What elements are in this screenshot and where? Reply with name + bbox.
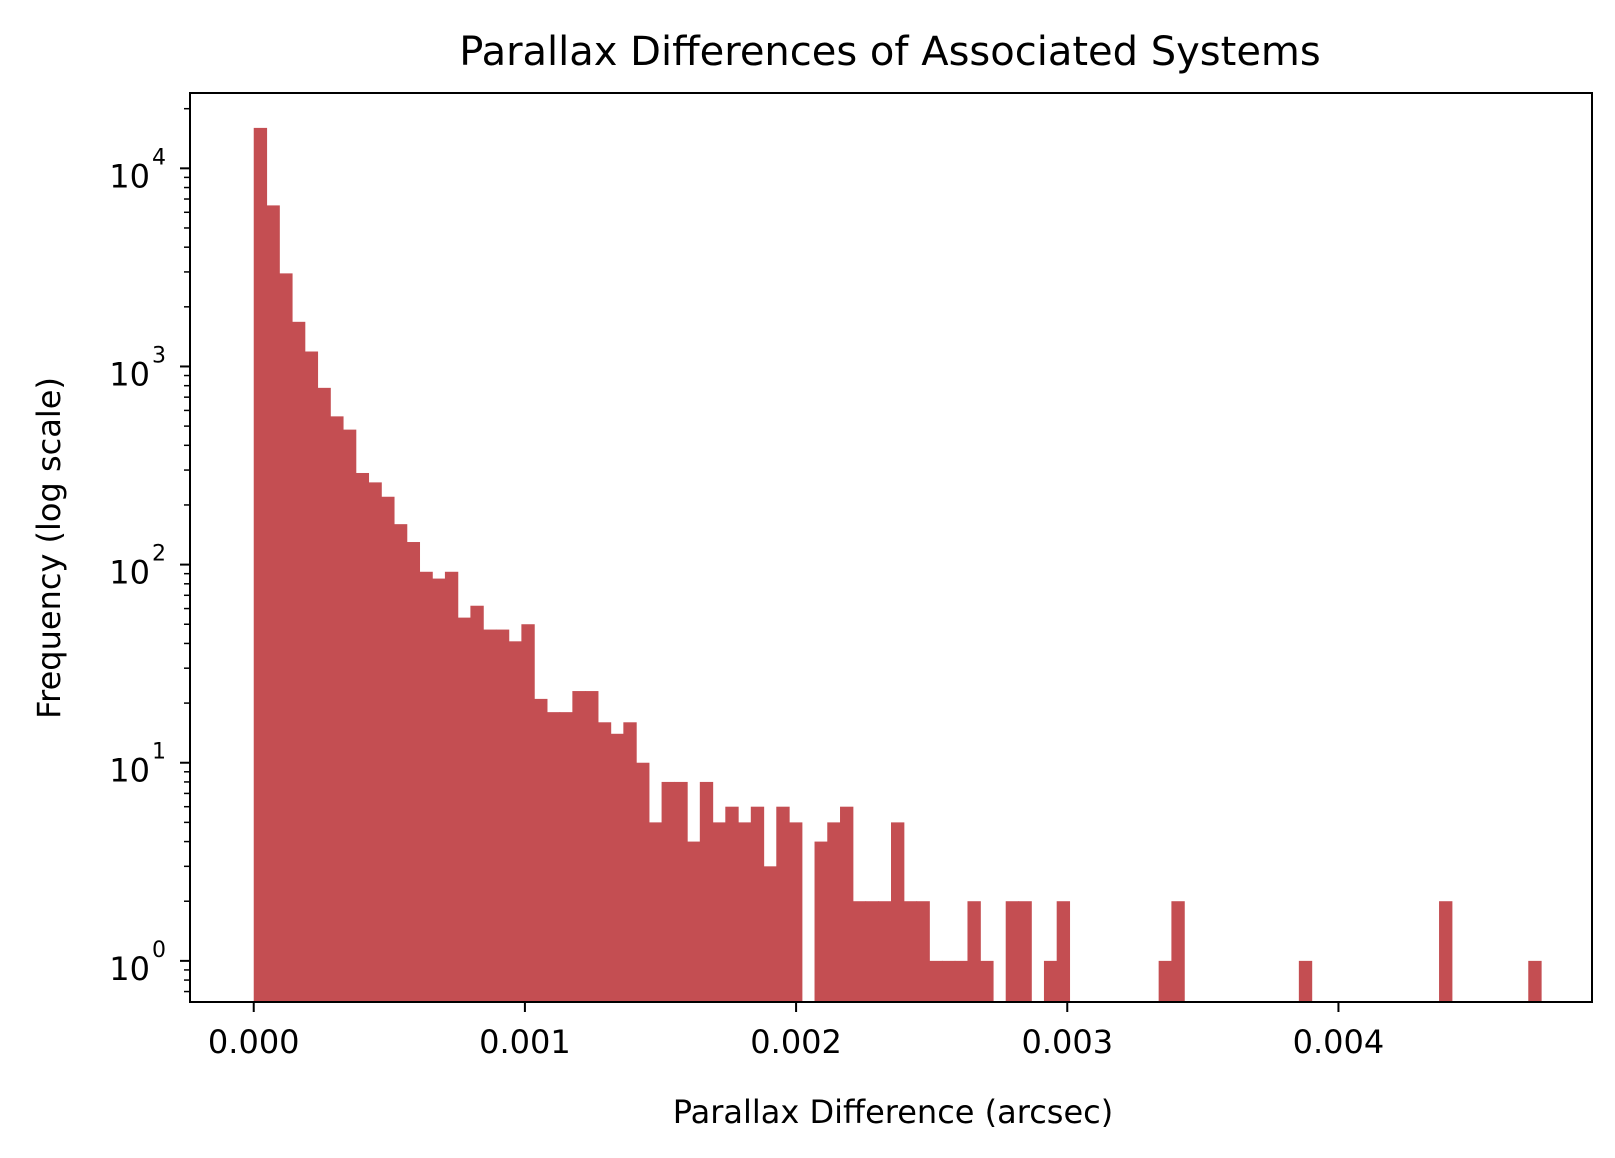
histogram-bar-36 [712, 822, 726, 1002]
chart-title: Parallax Differences of Associated Syste… [459, 29, 1320, 75]
histogram-bar-50 [891, 822, 905, 1002]
histogram-bar-22 [534, 698, 548, 1002]
histogram-bar-42 [789, 822, 803, 1002]
histogram-bar-24 [559, 712, 573, 1002]
histogram-bar-20 [508, 641, 522, 1002]
histogram-bar-56 [967, 901, 981, 1002]
x-tick-label: 0.001 [479, 1023, 571, 1061]
histogram-bar-18 [483, 629, 497, 1002]
histogram-bar-39 [750, 806, 765, 1002]
histogram-bar-82 [1298, 960, 1313, 1002]
histogram-bar-21 [521, 624, 535, 1002]
histogram-bar-34 [687, 841, 701, 1002]
histogram-bar-72 [1171, 901, 1185, 1002]
histogram-bar-46 [840, 806, 854, 1002]
histogram-bar-37 [725, 806, 739, 1002]
histogram-bar-29 [623, 722, 637, 1002]
histogram-bar-19 [495, 629, 510, 1002]
histogram-bar-2 [279, 273, 293, 1002]
y-tick-label: 10 [109, 157, 150, 195]
x-tick-label: 0.003 [1021, 1023, 1113, 1061]
histogram-bar-48 [865, 901, 879, 1002]
histogram-bar-27 [597, 722, 612, 1002]
histogram-bar-extra-0 [1439, 901, 1453, 1002]
y-tick-exponent: 0 [152, 938, 166, 963]
histogram-bar-59 [1005, 901, 1020, 1002]
y-tick-label: 10 [109, 752, 150, 790]
histogram-bar-40 [763, 866, 777, 1002]
histogram-bar-10 [381, 496, 395, 1002]
y-tick-label: 10 [109, 355, 150, 393]
x-tick-label: 0.000 [208, 1023, 300, 1061]
y-tick-exponent: 2 [152, 542, 166, 567]
histogram-bar-71 [1158, 960, 1172, 1002]
histogram-bar-12 [406, 542, 421, 1002]
histogram-bar-25 [572, 691, 586, 1002]
histogram-bar-41 [776, 806, 790, 1002]
y-axis-label: Frequency (log scale) [30, 377, 68, 719]
histogram-bar-0 [253, 127, 268, 1002]
histogram-bar-60 [1018, 901, 1032, 1002]
histogram-bar-57 [980, 960, 994, 1002]
histogram-bar-54 [941, 960, 956, 1002]
x-axis-label: Parallax Difference (arcsec) [673, 1093, 1113, 1131]
histogram-bar-49 [878, 901, 892, 1002]
histogram-bar-6 [330, 416, 344, 1002]
histogram-bar-23 [546, 712, 561, 1002]
bars-group [253, 127, 1542, 1003]
y-tick-exponent: 1 [152, 740, 166, 765]
histogram-bar-44 [814, 841, 828, 1002]
histogram-bar-14 [432, 578, 446, 1002]
histogram-bar-45 [827, 822, 841, 1002]
histogram-bar-35 [699, 781, 714, 1002]
histogram-bar-17 [470, 605, 484, 1002]
histogram-bar-13 [419, 571, 433, 1002]
histogram-bar-62 [1043, 960, 1058, 1002]
histogram-bar-31 [648, 822, 663, 1002]
histogram-bar-51 [903, 901, 918, 1002]
histogram-bar-1 [266, 205, 280, 1002]
histogram-bar-4 [304, 351, 319, 1002]
histogram-bar-8 [355, 472, 370, 1003]
histogram-bar-11 [393, 524, 408, 1002]
histogram-bar-30 [636, 762, 650, 1002]
histogram-bar-32 [661, 781, 675, 1002]
y-tick-exponent: 3 [152, 343, 166, 368]
x-tick-label: 0.002 [750, 1023, 842, 1061]
histogram-bar-55 [954, 960, 969, 1002]
y-tick-exponent: 4 [152, 145, 166, 170]
histogram-bar-5 [317, 387, 331, 1003]
histogram-bar-63 [1056, 901, 1071, 1002]
x-axis-ticks: 0.000 0.001 0.002 0.003 0.004 [208, 1002, 1384, 1061]
histogram-bar-9 [368, 482, 382, 1002]
histogram-bar-26 [585, 691, 599, 1002]
x-tick-label: 0.004 [1293, 1023, 1385, 1061]
histogram-bar-extra-1 [1528, 960, 1542, 1002]
histogram-bar-33 [674, 781, 688, 1002]
histogram-bar-15 [444, 571, 459, 1002]
histogram-bar-47 [852, 901, 867, 1002]
y-tick-label: 10 [109, 950, 150, 988]
histogram-bar-16 [457, 617, 471, 1002]
histogram-bar-7 [342, 429, 357, 1002]
histogram-bar-52 [916, 901, 930, 1002]
histogram-bar-3 [291, 321, 306, 1002]
y-tick-label: 10 [109, 554, 150, 592]
plot-frame [189, 92, 1593, 1003]
histogram-bar-28 [610, 733, 624, 1002]
histogram-bar-38 [738, 822, 752, 1002]
histogram-bar-53 [929, 960, 943, 1002]
